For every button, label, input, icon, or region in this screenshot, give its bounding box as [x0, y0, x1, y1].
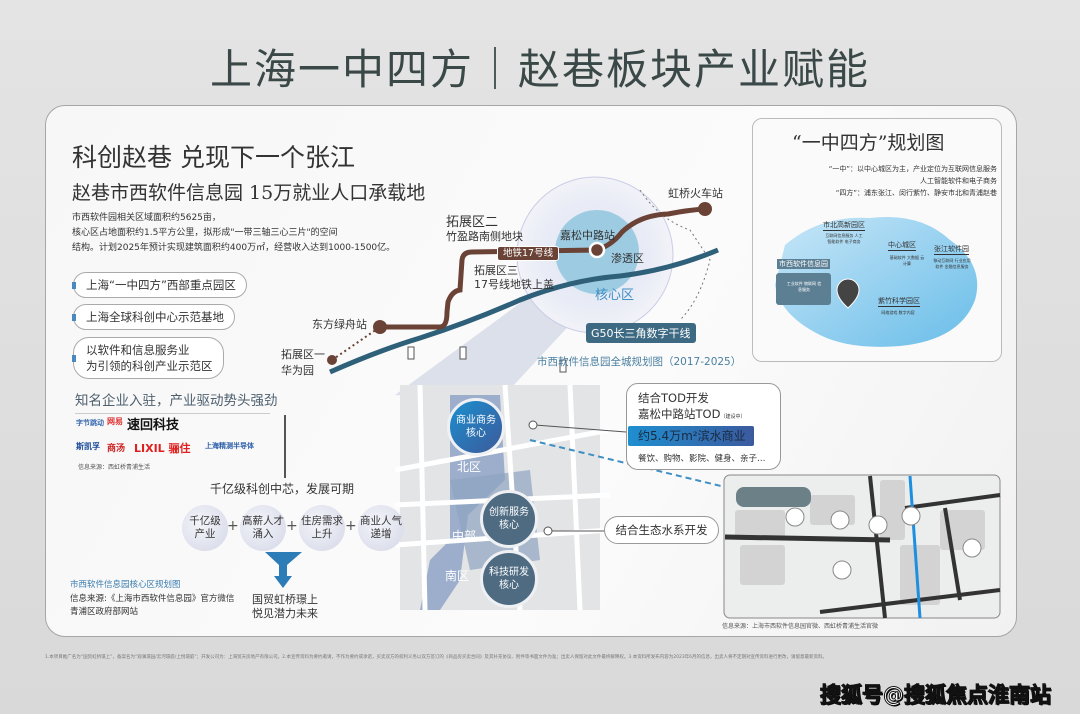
- district-boundary: [639, 189, 711, 321]
- source-line: 青浦区政府部网站: [70, 607, 139, 617]
- label-hongqiao: 虹桥火车站: [668, 187, 723, 200]
- label-ext1: 拓展区一: [281, 348, 325, 361]
- inset-line: “一中”：以中心城区为主，产业定位为互联网信息服务: [828, 165, 997, 173]
- station-dongfang: [373, 320, 387, 334]
- section-heading: 科创赵巷 兑现下一个张江: [72, 143, 355, 172]
- bullet-text: 上海“一中四方”西部重点园区: [86, 278, 236, 292]
- inset-area-desc: 移动互联网 行业应用软件 金融信息服务: [933, 258, 971, 269]
- companies-source: 信息来源：西虹桥青浦生活: [78, 464, 151, 471]
- inset-area-desc: 网络游戏 数字内容: [881, 310, 915, 315]
- label-core: 核心区: [595, 288, 635, 303]
- core-business: 商业商务 核心: [447, 398, 505, 456]
- metro-line-17: [380, 206, 706, 330]
- page-title: 上海一中四方｜赵巷板块产业赋能: [209, 45, 870, 94]
- footer-disclaimer: 1.本项目推广名为“国贸虹桥璟上”，备案名为“观澜璟园/云河璟庭/上悦璟庭”；开…: [45, 655, 828, 660]
- tod-connector: [534, 424, 627, 433]
- label-jiasong: 嘉松中路站: [560, 229, 615, 242]
- label-ext3-sub: 17号线地铁上盖: [474, 278, 554, 291]
- watermark: 搜狐号@搜狐焦点淮南站: [820, 683, 1052, 708]
- result-line: 国贸虹桥璟上: [252, 593, 318, 606]
- label-ext3: 拓展区三: [474, 264, 518, 277]
- inset-area-name: 张江软件园: [934, 245, 969, 255]
- plus-icon: +: [286, 518, 298, 534]
- shanghai-map-shape: [775, 216, 978, 347]
- factor-circle: 商业人气 递增: [358, 505, 404, 551]
- inset-line: 人工智能软件和电子商务: [920, 177, 997, 185]
- eco-pill: 结合生态水系开发: [604, 516, 719, 544]
- inset-title: “一中四方”规划图: [792, 132, 945, 154]
- bullet-text: 以软件和信息服务业: [86, 343, 190, 357]
- factor-circle: 千亿级 产业: [182, 505, 228, 551]
- tod-highlight-bar: 约5.4万m²滨水商业: [628, 426, 754, 446]
- logo-tech: 速回科技: [127, 418, 180, 433]
- label-seep: 渗透区: [611, 252, 644, 265]
- label-north: 北区: [457, 460, 482, 474]
- metro-17-label: 地铁17号线: [497, 246, 560, 261]
- label-south: 南区: [445, 569, 470, 583]
- factor-circle: 住房需求 上升: [299, 505, 345, 551]
- source-line: 信息来源:《上海市西软件信息园》官方微信: [70, 594, 235, 604]
- core-innovation: 创新服务 核心: [480, 490, 538, 548]
- inset-area-name: 紫竹科学园区: [878, 297, 920, 307]
- label-ext2-sub: 竹盈路南侧地块: [446, 230, 523, 243]
- bullet-pill: 上海“一中四方”西部重点园区: [72, 272, 247, 298]
- growth-title: 千亿级科创中芯，发展可期: [210, 482, 355, 496]
- logo-sensetime: 商汤: [107, 444, 126, 454]
- bullet-pill: 上海全球科创中心示范基地: [72, 304, 235, 330]
- factor-circle: 高薪人才 涌入: [240, 505, 286, 551]
- inset-line: “四方”：浦东张江、闵行紫竹、静安市北和青浦赵巷: [835, 189, 997, 197]
- desc-line: 结构。计划2025年预计实现建筑面积约400万㎡，经营收入达到1000-1500…: [72, 243, 396, 253]
- city-plan-caption: 市西软件信息园全城规划图（2017-2025）: [537, 356, 742, 368]
- inset-area-name: 中心城区: [888, 241, 916, 251]
- bullet-text: 上海全球科创中心示范基地: [86, 310, 224, 324]
- plus-icon: +: [345, 518, 357, 534]
- detail-map: [723, 474, 1001, 619]
- station-hongqiao: [698, 202, 712, 216]
- g50-line: [328, 247, 719, 375]
- bullet-text: 为引领的科创产业示范区: [86, 359, 213, 373]
- section-subheading: 赵巷市西软件信息园 15万就业人口承载地: [72, 182, 426, 204]
- detail-map-source: 信息来源：上海市西软件信息园官微、西虹桥青浦生活官微: [722, 623, 879, 630]
- tod-items: 餐饮、购物、影院、健身、亲子…: [638, 454, 766, 464]
- label-ext1-sub: 华为园: [281, 364, 314, 377]
- desc-line: 市西软件园相关区域面积约5625亩，: [72, 213, 221, 223]
- logo-lixil: LIXIL 骊住: [134, 442, 191, 455]
- label-middle: 中部: [452, 529, 477, 543]
- desc-line: 核心区占地面积约1.5平方公里，拟形成"一带三轴三心三片"的空间: [72, 228, 338, 238]
- result-line: 悦见潜力未来: [252, 607, 318, 620]
- g50-label: G50长三角数字干线: [586, 323, 696, 343]
- tod-line2: 嘉松中路站TOD（建设中）: [638, 407, 746, 421]
- logo-skf: 斯凯孚: [76, 442, 100, 451]
- funnel-arrow: [265, 552, 302, 588]
- bullet-pill: 以软件和信息服务业为引领的科创产业示范区: [72, 337, 224, 379]
- logo-precision: 上海精测半导体: [205, 442, 254, 450]
- logo-netease: 网易: [107, 417, 123, 426]
- inset-area-desc: 互联网信息服务 人工智能软件 电子商务: [825, 233, 863, 244]
- companies-heading: 知名企业入驻，产业驱动势头强劲: [75, 389, 278, 414]
- label-dongfang: 东方绿舟站: [312, 318, 367, 331]
- inset-area-desc: 工业软件 物联网 信息服务: [786, 281, 822, 292]
- inset-area-name: 市北高新园区: [823, 221, 865, 231]
- inset-area-desc: 基础软件 大数据 云计算: [889, 255, 925, 266]
- station-jiasong: [588, 241, 606, 259]
- inset-area-name: 市西软件信息园: [777, 259, 830, 269]
- station-ext1: [327, 355, 337, 365]
- label-ext2: 拓展区二: [446, 215, 499, 230]
- location-pin-icon: [836, 278, 860, 309]
- tod-line1: 结合TOD开发: [638, 391, 709, 405]
- plus-icon: +: [227, 518, 239, 534]
- core-tech: 科技研发 核心: [480, 550, 538, 608]
- core-map-caption: 市西软件信息园核心区规划图: [70, 580, 181, 590]
- logo-bytedance: 字节跳动: [76, 419, 104, 427]
